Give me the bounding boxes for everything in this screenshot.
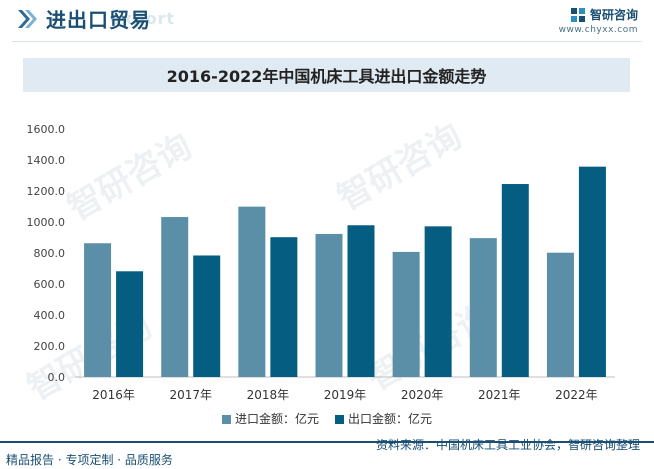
bar-export [193,255,221,377]
x-tick-label: 2021年 [478,388,521,402]
legend-swatch [335,415,344,424]
bar-export [578,166,606,377]
brand-name: 智研咨询 [589,8,638,22]
footer-divider [0,441,654,443]
y-tick-label: 1200.0 [27,185,66,198]
bar-import [392,251,420,377]
y-tick-label: 1000.0 [27,216,66,229]
legend-label: 进口金额：亿元 [235,411,319,426]
bar-import [469,238,497,377]
y-tick-label: 1600.0 [27,123,66,136]
bar-import [238,206,266,377]
header: export 进出口贸易 智研咨询 www.chyxx.com [0,0,654,40]
y-tick-label: 200.0 [34,340,66,353]
bar-import [315,233,343,377]
bar-export [501,184,529,377]
brand-logo-icon [570,7,585,22]
data-source: 资料来源：中国机床工具工业协会，智研咨询整理 [375,438,640,452]
bar-import [161,217,189,377]
bar-export [116,271,144,377]
x-tick-label: 2022年 [555,388,598,402]
brand-url: www.chyxx.com [558,25,638,35]
bar-import [546,252,574,377]
x-tick-label: 2016年 [92,388,135,402]
x-tick-label: 2020年 [401,388,444,402]
bar-import [84,243,112,377]
footer-tagline: 精品报告 · 专项定制 · 品质服务 [6,453,173,467]
page-title: 进出口贸易 [46,8,151,32]
legend-label: 出口金额：亿元 [348,411,432,426]
y-tick-label: 1400.0 [27,154,66,167]
x-tick-label: 2018年 [247,388,290,402]
y-tick-label: 600.0 [34,278,66,291]
legend-swatch [222,415,231,424]
bar-export [270,237,298,377]
bar-export [424,226,452,377]
header-divider [12,41,642,42]
bar-export [347,225,375,377]
chart-title-banner: 2016-2022年中国机床工具进出口金额走势 [23,58,630,92]
x-tick-label: 2017年 [169,388,212,402]
double-chevron-icon [18,10,37,28]
header-background-word: export [110,9,176,28]
y-tick-label: 800.0 [34,247,66,260]
brand: 智研咨询 www.chyxx.com [559,6,638,35]
y-tick-label: 0.0 [48,371,66,384]
x-tick-label: 2019年 [324,388,367,402]
chart-title: 2016-2022年中国机床工具进出口金额走势 [166,67,487,86]
y-tick-label: 400.0 [34,309,66,322]
